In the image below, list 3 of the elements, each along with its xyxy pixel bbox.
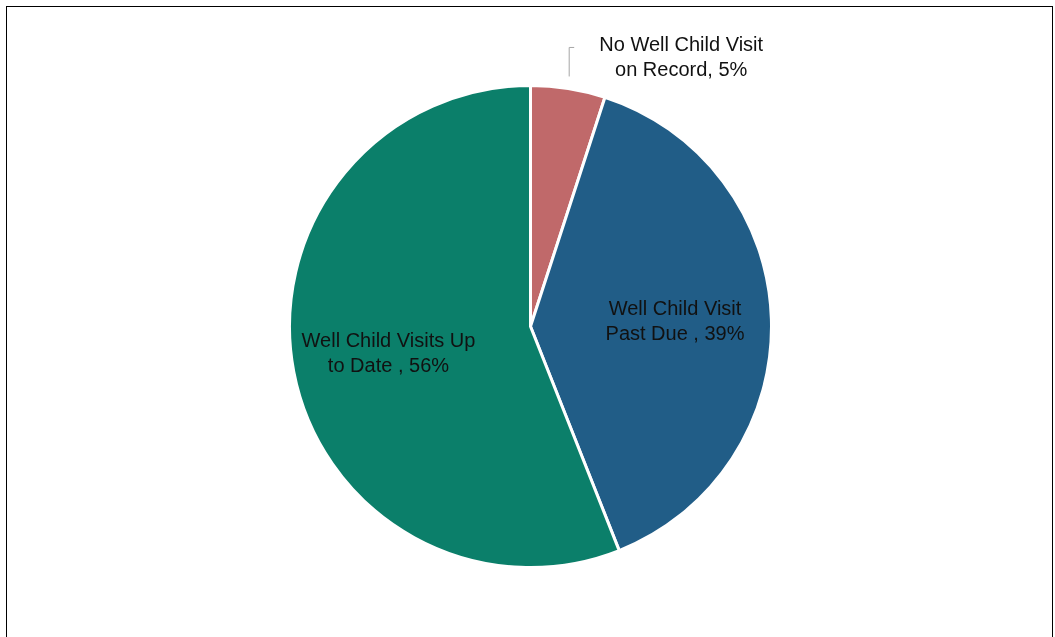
slice-label: Well Child Visit Past Due , 39% [605, 296, 745, 344]
slice-label: Well Child Visits Up to Date , 56% [301, 328, 476, 376]
slice-label: No Well Child Visit on Record, 5% [599, 32, 764, 80]
